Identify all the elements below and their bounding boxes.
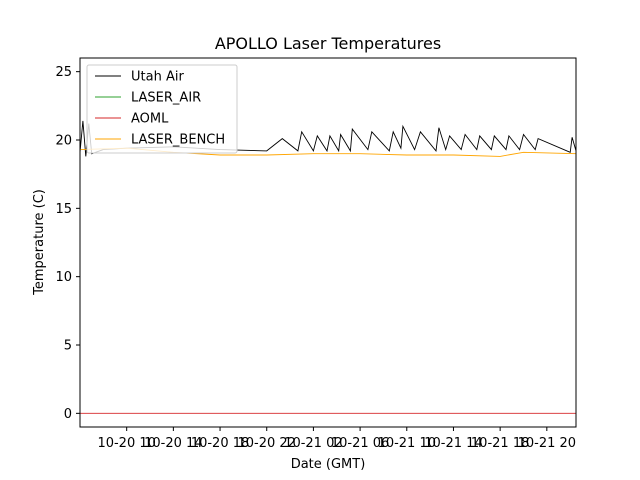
y-tick-label-4: 20 bbox=[55, 134, 72, 149]
x-tick-label-4: 10-21 02 bbox=[284, 436, 342, 451]
x-tick-label-2: 10-20 18 bbox=[191, 436, 249, 451]
y-tick-label-0: 0 bbox=[64, 407, 72, 422]
x-tick-label-9: 10-21 20 bbox=[518, 436, 576, 451]
y-tick-label-5: 25 bbox=[55, 65, 72, 80]
x-tick-label-8: 10-21 18 bbox=[471, 436, 529, 451]
x-tick-label-3: 10-20 22 bbox=[238, 436, 296, 451]
x-tick-label-0: 10-20 10 bbox=[97, 436, 155, 451]
legend-label-3: LASER_BENCH bbox=[131, 133, 225, 148]
x-axis-label: Date (GMT) bbox=[291, 457, 366, 472]
chart-title: APOLLO Laser Temperatures bbox=[215, 34, 441, 53]
axes-frame bbox=[79, 57, 577, 428]
legend-label-2: AOML bbox=[131, 112, 169, 127]
legend-box bbox=[86, 64, 238, 154]
legend-label-0: Utah Air bbox=[131, 70, 184, 85]
y-tick-label-1: 5 bbox=[64, 339, 72, 354]
y-tick-label-2: 10 bbox=[55, 270, 72, 285]
x-tick-label-5: 10-21 06 bbox=[331, 436, 389, 451]
legend-label-1: LASER_AIR bbox=[131, 91, 201, 106]
x-tick-label-7: 10-21 14 bbox=[424, 436, 482, 451]
y-tick-label-3: 15 bbox=[55, 202, 72, 217]
x-tick-label-1: 10-20 14 bbox=[144, 436, 202, 451]
x-tick-label-6: 10-21 10 bbox=[378, 436, 436, 451]
legend: Utah Air LASER_AIR AOML LASER_BENCH bbox=[86, 64, 238, 154]
y-axis-label: Temperature (C) bbox=[32, 189, 47, 296]
